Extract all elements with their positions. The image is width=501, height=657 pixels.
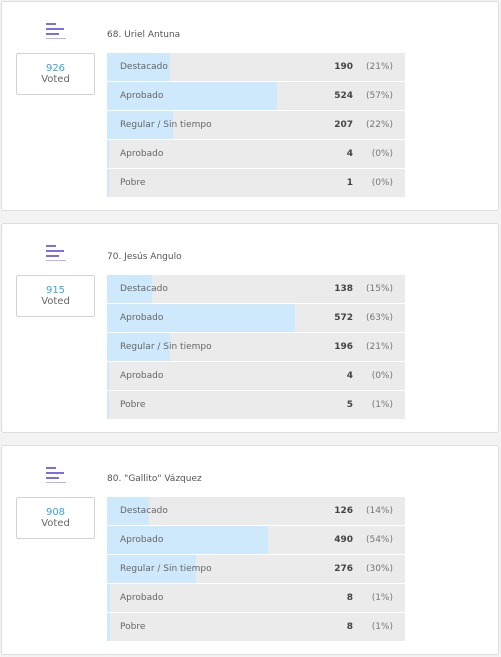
poll-option[interactable]: Regular / Sin tiempo 196 (21%) [107,333,405,361]
option-label: Pobre [120,178,146,188]
voted-box: 926 Voted [16,53,95,95]
voted-box: 908 Voted [16,497,95,539]
poll-option[interactable]: Pobre 8 (1%) [107,613,405,641]
option-bar [107,497,149,525]
option-percent: (57%) [365,91,393,101]
option-percent: (30%) [365,564,393,574]
poll-title: 68. Uriel Antuna [107,30,181,40]
poll-option[interactable]: Pobre 1 (0%) [107,169,405,197]
poll-card: 926 Voted 68. Uriel Antuna Destacado 190… [1,1,499,211]
voted-label: Voted [41,518,70,529]
option-count: 1 [346,178,353,188]
option-bar [107,333,170,361]
voted-count: 926 [45,63,66,74]
poll-option[interactable]: Aprobado 8 (1%) [107,584,405,612]
option-label: Aprobado [120,371,164,381]
option-count: 8 [346,593,353,603]
option-label: Aprobado [120,91,164,101]
option-count: 8 [346,622,353,632]
poll-option[interactable]: Aprobado 524 (57%) [107,82,405,110]
poll-option[interactable]: Destacado 190 (21%) [107,53,405,81]
poll-card: 915 Voted 70. Jesús Angulo Destacado 138… [1,223,499,433]
option-percent: (0%) [371,371,393,381]
voted-label: Voted [41,74,70,85]
option-percent: (1%) [371,622,393,632]
option-percent: (22%) [365,120,393,130]
option-bar [107,584,110,612]
option-label: Aprobado [120,149,164,159]
option-label: Aprobado [120,313,164,323]
poll-title: 70. Jesús Angulo [107,252,182,262]
option-percent: (1%) [371,593,393,603]
poll-card: 908 Voted 80. "Gallito" Vázquez Destacad… [1,445,499,655]
option-bar [107,140,110,168]
option-bar [107,53,170,81]
bar-chart-icon [46,245,66,261]
option-label: Regular / Sin tiempo [120,120,212,130]
poll-options: Destacado 138 (15%) Aprobado 572 (63%) R… [107,275,405,420]
option-percent: (63%) [365,313,393,323]
poll-options: Destacado 190 (21%) Aprobado 524 (57%) R… [107,53,405,198]
option-percent: (21%) [365,62,393,72]
poll-option[interactable]: Aprobado 4 (0%) [107,362,405,390]
voted-box: 915 Voted [16,275,95,317]
option-count: 126 [334,506,353,516]
poll-title: 80. "Gallito" Vázquez [107,474,202,484]
option-label: Pobre [120,400,146,410]
bar-chart-icon [46,467,66,483]
option-label: Regular / Sin tiempo [120,342,212,352]
option-bar [107,526,268,554]
option-label: Regular / Sin tiempo [120,564,212,574]
voted-count: 915 [45,285,66,296]
option-percent: (1%) [371,400,393,410]
option-count: 490 [334,535,353,545]
poll-option[interactable]: Aprobado 490 (54%) [107,526,405,554]
option-count: 276 [334,564,353,574]
option-bar [107,275,152,303]
option-label: Aprobado [120,593,164,603]
option-count: 5 [346,400,353,410]
option-percent: (54%) [365,535,393,545]
poll-options: Destacado 126 (14%) Aprobado 490 (54%) R… [107,497,405,642]
option-bar [107,613,110,641]
option-count: 207 [334,120,353,130]
poll-option[interactable]: Aprobado 4 (0%) [107,140,405,168]
option-percent: (0%) [371,178,393,188]
poll-option[interactable]: Pobre 5 (1%) [107,391,405,419]
option-label: Pobre [120,622,146,632]
option-count: 4 [346,149,353,159]
option-percent: (21%) [365,342,393,352]
poll-option[interactable]: Destacado 138 (15%) [107,275,405,303]
voted-label: Voted [41,296,70,307]
option-bar [107,362,110,390]
option-label: Destacado [120,284,168,294]
option-count: 196 [334,342,353,352]
poll-option[interactable]: Regular / Sin tiempo 276 (30%) [107,555,405,583]
option-percent: (15%) [365,284,393,294]
option-percent: (0%) [371,149,393,159]
voted-count: 908 [45,507,66,518]
option-count: 572 [334,313,353,323]
option-label: Destacado [120,506,168,516]
option-bar [107,111,173,139]
option-bar [107,82,277,110]
option-bar [107,169,110,197]
bar-chart-icon [46,23,66,39]
poll-option[interactable]: Aprobado 572 (63%) [107,304,405,332]
option-count: 524 [334,91,353,101]
option-bar [107,391,110,419]
option-count: 190 [334,62,353,72]
poll-option[interactable]: Destacado 126 (14%) [107,497,405,525]
option-label: Destacado [120,62,168,72]
option-bar [107,304,295,332]
option-percent: (14%) [365,506,393,516]
option-count: 138 [334,284,353,294]
option-label: Aprobado [120,535,164,545]
poll-option[interactable]: Regular / Sin tiempo 207 (22%) [107,111,405,139]
option-bar [107,555,197,583]
option-count: 4 [346,371,353,381]
